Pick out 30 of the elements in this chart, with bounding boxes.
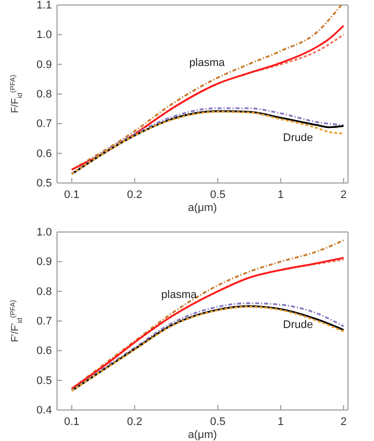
y-tick-label: 0.7 bbox=[36, 316, 52, 328]
y-tick-label: 0.6 bbox=[36, 345, 52, 358]
x-tick-label: 2 bbox=[340, 189, 347, 202]
y-tick-label: 0.9 bbox=[36, 58, 52, 71]
annotation: Drude bbox=[283, 132, 313, 144]
annotation: plasma bbox=[161, 289, 198, 301]
y-tick-label: 1.0 bbox=[36, 29, 52, 42]
y-tick-label: 0.8 bbox=[36, 88, 52, 101]
y-tick-label: 1.0 bbox=[36, 226, 52, 239]
annotation: Drude bbox=[283, 319, 313, 331]
y-tick-label: 1.1 bbox=[36, 0, 52, 12]
y-tick-label: 0.9 bbox=[36, 256, 52, 268]
x-tick-label: 1 bbox=[278, 416, 284, 428]
y-tick-label: 0.8 bbox=[36, 286, 52, 298]
x-axis-title: a(μm) bbox=[188, 202, 217, 214]
y-tick-label: 0.6 bbox=[36, 148, 52, 160]
annotation: plasma bbox=[189, 57, 226, 69]
x-tick-label: 0.2 bbox=[126, 189, 142, 202]
y-tick-label: 0.5 bbox=[36, 374, 52, 387]
y-tick-label: 0.7 bbox=[36, 118, 52, 130]
x-axis-title: a(μm) bbox=[188, 429, 217, 441]
x-tick-label: 1 bbox=[278, 189, 284, 202]
y-tick-label: 0.5 bbox=[36, 178, 52, 190]
x-tick-label: 0.2 bbox=[126, 416, 142, 428]
x-tick-label: 2 bbox=[340, 416, 347, 428]
x-tick-label: 0.1 bbox=[64, 189, 80, 202]
x-tick-label: 0.1 bbox=[64, 416, 80, 428]
x-tick-label: 0.5 bbox=[210, 189, 226, 202]
y-tick-label: 0.4 bbox=[36, 404, 52, 417]
x-tick-label: 0.5 bbox=[210, 416, 226, 428]
